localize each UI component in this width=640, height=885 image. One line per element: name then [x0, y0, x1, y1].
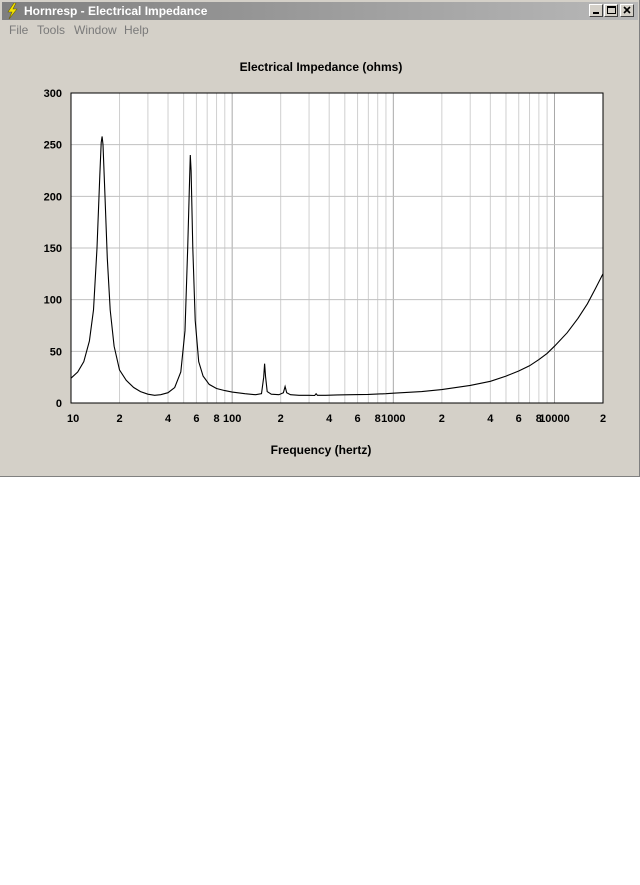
- x-tick-label: 6: [516, 413, 522, 425]
- x-tick-label: 100: [223, 413, 241, 425]
- x-tick-label: 8: [536, 413, 542, 425]
- lightning-icon: [7, 3, 18, 19]
- x-tick-label: 6: [355, 413, 361, 425]
- menu-bar: File Tools Window Help: [2, 21, 638, 39]
- x-tick-label: 2: [116, 413, 122, 425]
- close-button[interactable]: [620, 4, 634, 17]
- x-tick-label: 8: [375, 413, 381, 425]
- x-tick-label: 8: [213, 413, 219, 425]
- minimize-button[interactable]: [589, 4, 603, 17]
- series-layer: [70, 136, 604, 397]
- x-tick-label: 1000: [381, 413, 405, 425]
- x-axis-title: Frequency (hertz): [271, 443, 372, 457]
- grid-lines: [71, 93, 603, 403]
- menu-help[interactable]: Help: [124, 23, 149, 37]
- y-tick-label: 100: [44, 295, 62, 307]
- y-tick-label: 250: [44, 140, 62, 152]
- x-tick-label: 4: [326, 413, 333, 425]
- y-tick-label: 150: [44, 243, 62, 255]
- minimize-icon: [593, 12, 599, 14]
- y-tick-label: 0: [56, 398, 62, 410]
- impedance-chart: Electrical Impedance (ohms) 0 50 100 150 200…: [44, 60, 606, 457]
- maximize-button[interactable]: [604, 4, 618, 17]
- title-bar[interactable]: Hornresp - Electrical Impedance: [2, 2, 638, 20]
- window-title: Hornresp - Electrical Impedance: [24, 4, 208, 18]
- y-tick-label: 300: [44, 88, 62, 100]
- x-tick-label: 10000: [539, 413, 570, 425]
- x-tick-label: 10: [67, 413, 79, 425]
- x-tick-label: 4: [487, 413, 494, 425]
- menu-tools[interactable]: Tools: [37, 23, 66, 37]
- chart-title: Electrical Impedance (ohms): [240, 60, 403, 74]
- menu-file[interactable]: File: [9, 23, 29, 37]
- close-icon: [623, 6, 631, 14]
- x-tick-label: 2: [439, 413, 445, 425]
- app-window: Hornresp - Electrical Impedance File Too…: [0, 0, 640, 477]
- x-tick-label: 6: [193, 413, 199, 425]
- plot-border: [70, 92, 604, 404]
- menu-window[interactable]: Window: [74, 23, 117, 37]
- impedance-series-line: [70, 136, 604, 397]
- y-axis-ticks: 0 50 100 150 200 250 300: [44, 88, 62, 410]
- y-tick-label: 200: [44, 191, 62, 203]
- y-tick-label: 50: [50, 346, 62, 358]
- x-tick-label: 2: [278, 413, 284, 425]
- x-tick-label: 2: [600, 413, 606, 425]
- x-tick-label: 4: [165, 413, 172, 425]
- maximize-icon: [607, 6, 616, 14]
